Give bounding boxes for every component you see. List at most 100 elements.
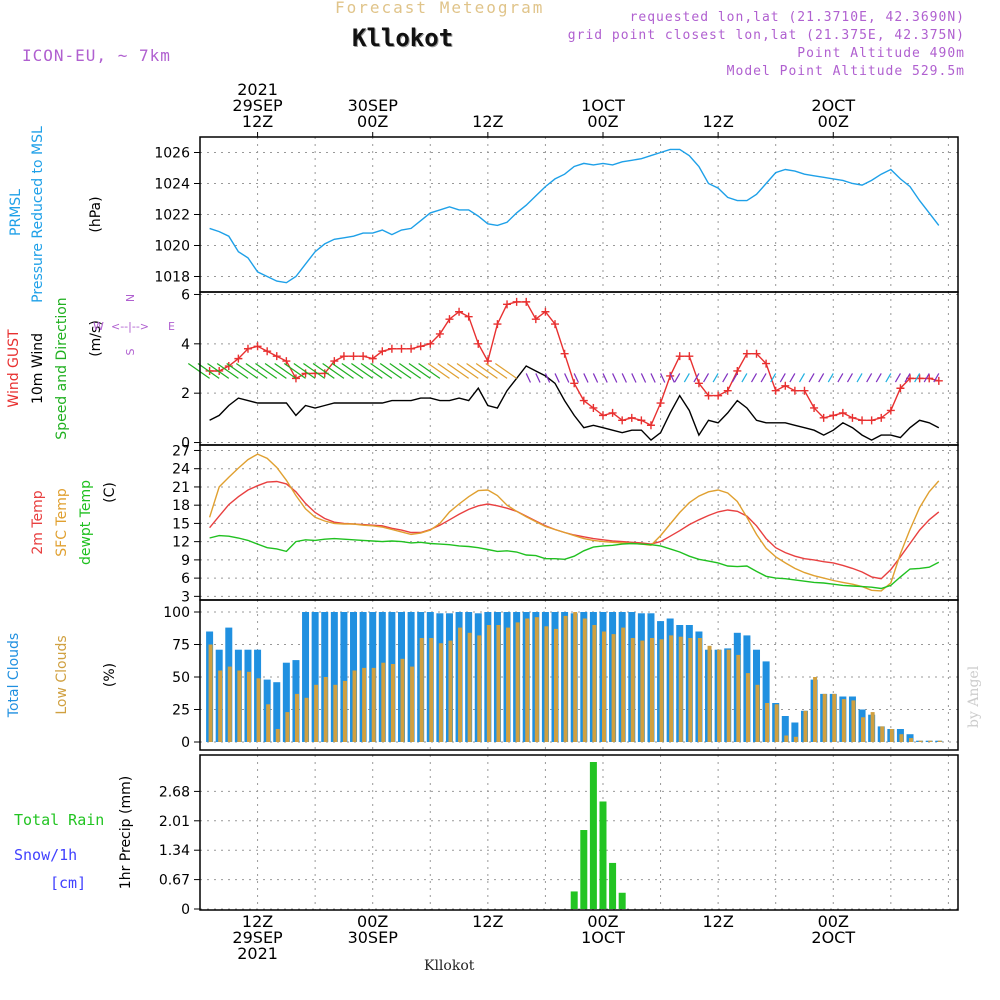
clouds-bar (273, 682, 281, 742)
wind-data-point (387, 344, 396, 353)
clouds-bar (381, 662, 386, 742)
temperature-ytick-label: 3 (181, 589, 190, 605)
wind-data-point (771, 386, 780, 395)
clouds-bar (717, 649, 722, 742)
wind-direction-arrow (226, 362, 249, 379)
clouds-bar (781, 716, 789, 742)
wind-data-point (253, 342, 262, 351)
wind-direction-arrow (216, 362, 239, 379)
wind-direction-arrow (866, 373, 873, 383)
clouds-ylabel: (%) (102, 663, 118, 687)
clouds-bar (352, 670, 357, 742)
wind-data-point (474, 339, 483, 348)
clouds-bar (755, 684, 760, 742)
wind-data-point (637, 416, 646, 425)
wind-ylabel: Wind GUST (6, 329, 22, 408)
clouds-bar (726, 649, 731, 742)
precip-ytick-label: 1.34 (159, 843, 190, 859)
clouds-bar (438, 643, 443, 742)
clouds-ytick-label: 25 (172, 703, 190, 719)
clouds-bar (870, 712, 875, 742)
pressure-ytick-label: 1018 (154, 270, 190, 286)
wind-ytick-label: 2 (181, 386, 190, 402)
wind-data-point (752, 349, 761, 358)
top-time-label: 2OCT (811, 96, 855, 115)
wind-data-point (349, 352, 358, 361)
wind-data-point (435, 329, 444, 338)
wind-data-point (570, 379, 579, 388)
clouds-bar (774, 704, 779, 742)
wind-direction-arrow (798, 373, 806, 383)
wind-data-point (330, 357, 339, 366)
clouds-bar (592, 625, 597, 742)
temperature-ytick-label: 6 (181, 571, 190, 587)
clouds-bar (467, 632, 472, 742)
wind-data-point (445, 315, 454, 324)
wind-direction-arrow (612, 373, 618, 383)
bottom-time-label: 12Z (472, 912, 503, 931)
clouds-bar (333, 684, 338, 742)
wind-data-point (714, 391, 723, 400)
wind-direction-arrow (525, 373, 531, 383)
wind-series-line-1 (209, 365, 940, 442)
credit-watermark: by Angel (966, 665, 982, 728)
wind-data-point (541, 307, 550, 316)
clouds-bar (601, 631, 606, 742)
wind-direction-arrow (341, 362, 364, 379)
wind-data-point (877, 413, 886, 422)
clouds-bar (390, 664, 395, 742)
pressure-ylabel: (hPa) (88, 196, 104, 232)
wind-ytick-label: 6 (181, 287, 190, 303)
clouds-bar (477, 635, 482, 742)
wind-direction-arrow (437, 362, 460, 379)
clouds-bar (237, 670, 242, 742)
wind-data-point (493, 320, 502, 329)
wind-data-point (646, 421, 655, 430)
wind-data-point (723, 386, 732, 395)
pressure-ytick-label: 1022 (154, 208, 190, 224)
clouds-bar (246, 671, 251, 742)
clouds-ytick-label: 100 (163, 605, 190, 621)
clouds-bar (630, 638, 635, 742)
wind-data-point (579, 396, 588, 405)
wind-direction-arrow (564, 373, 570, 383)
wind-data-point (886, 406, 895, 415)
clouds-bar (515, 622, 520, 742)
wind-direction-arrow (827, 373, 834, 383)
clouds-bar (937, 740, 942, 742)
precip-bar (580, 830, 588, 909)
temperature-series-line-2 (209, 534, 940, 590)
wind-data-point (848, 413, 857, 422)
clouds-bar (208, 644, 213, 742)
clouds-bar (506, 627, 511, 742)
wind-direction-arrow (331, 362, 354, 379)
wind-direction-arrow (583, 373, 589, 383)
clouds-ylabel: Low Clouds (54, 635, 70, 714)
product-title: Forecast Meteogram (335, 0, 545, 17)
wind-direction-arrow (933, 373, 940, 383)
wind-direction-arrow (187, 362, 210, 379)
wind-data-point (829, 411, 838, 420)
wind-direction-arrow (731, 373, 738, 383)
wind-direction-arrow (750, 373, 758, 383)
wind-data-point (339, 352, 348, 361)
temperature-series-line-1 (208, 453, 940, 592)
clouds-bar (362, 667, 367, 742)
wind-data-point (704, 391, 713, 400)
wind-data-point (598, 411, 607, 420)
wind-direction-arrow (303, 362, 326, 379)
wind-direction-arrow (683, 373, 690, 383)
wind-direction-arrow (779, 373, 786, 383)
wind-data-point (512, 297, 521, 306)
clouds-bar (621, 627, 626, 742)
wind-data-point (800, 386, 809, 395)
wind-data-point (858, 416, 867, 425)
wind-direction-arrow (631, 373, 637, 383)
wind-direction-arrow (360, 362, 383, 379)
precip-ytick-label: 2.68 (159, 784, 190, 800)
model-name: ICON-EU, ~ 7km (22, 46, 171, 65)
clouds-bar (410, 666, 415, 742)
bottom-time-label: 00Z (818, 912, 849, 931)
clouds-bar (880, 726, 885, 742)
wind-data-point (618, 416, 627, 425)
